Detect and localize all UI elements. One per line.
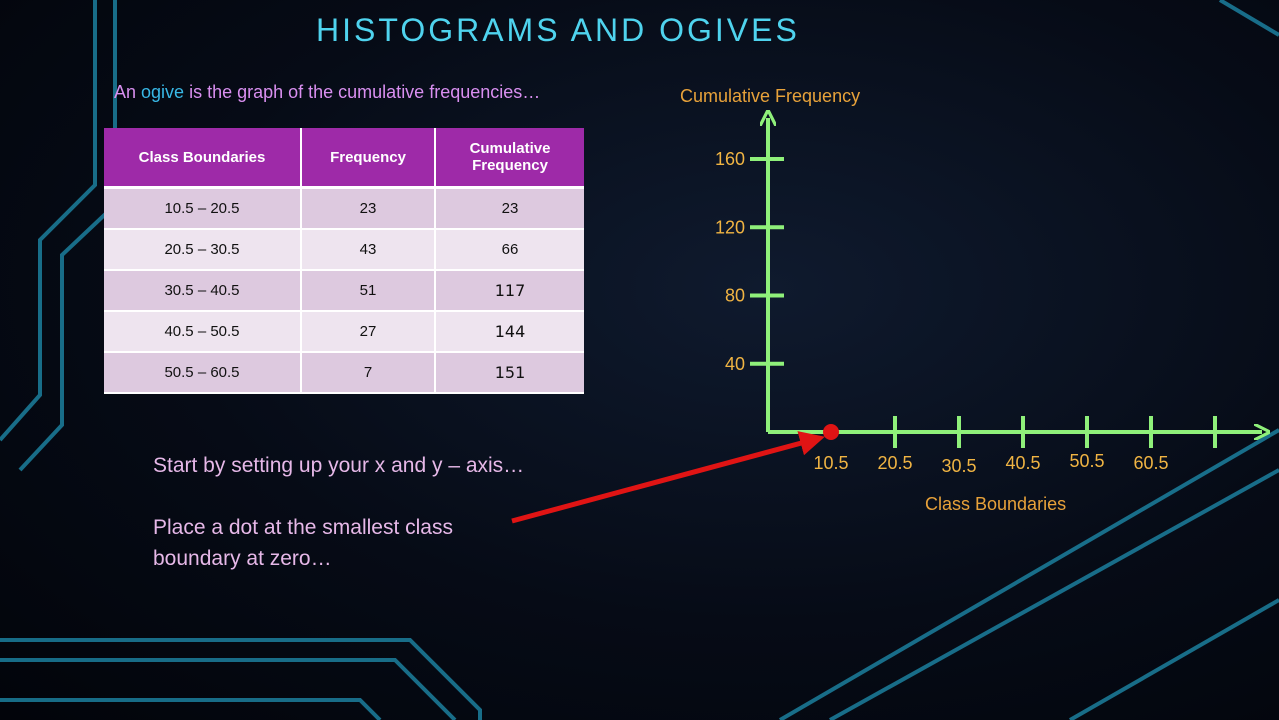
table-cell: 23 (301, 187, 436, 230)
table-row: 20.5 – 30.5 43 66 (104, 229, 584, 271)
table-cell: 151 (435, 352, 584, 394)
table-cell: 20.5 – 30.5 (104, 229, 302, 271)
table-cell: 144 (435, 311, 584, 353)
y-tick-label: 80 (725, 286, 745, 306)
table-header-cumulative-frequency: Cumulative Frequency (435, 128, 584, 189)
x-tick-label: 20.5 (877, 453, 912, 473)
instruction-place-dot-line2: boundary at zero… (153, 547, 332, 570)
table-cell: 43 (301, 229, 436, 271)
x-tick-label: 10.5 (813, 453, 848, 473)
x-axis-title: Class Boundaries (925, 494, 1066, 514)
subtitle-post: is the graph of the cumulative frequenci… (184, 82, 541, 102)
table-header-class-boundaries: Class Boundaries (104, 128, 302, 189)
subtitle-highlight: ogive (141, 82, 185, 102)
table-cell: 30.5 – 40.5 (104, 270, 302, 312)
x-tick-label: 60.5 (1133, 453, 1168, 473)
subtitle-pre: An (114, 82, 142, 102)
x-tick-label: 30.5 (941, 456, 976, 476)
y-axis-title: Cumulative Frequency (680, 86, 860, 106)
pointer-arrow (511, 431, 825, 524)
instruction-place-dot-line1: Place a dot at the smallest class (153, 516, 453, 539)
table-cell: 66 (435, 229, 584, 271)
table-cell: 50.5 – 60.5 (104, 352, 302, 394)
table-header-frequency: Frequency (301, 128, 436, 189)
instruction-axis-setup: Start by setting up your x and y – axis… (153, 454, 525, 477)
cumulative-frequency-table: Class Boundaries Frequency Cumulative Fr… (104, 128, 584, 394)
slide-subtitle: An ogive is the graph of the cumulative … (114, 82, 540, 103)
table-cell: 51 (301, 270, 436, 312)
slide-title: HISTOGRAMS AND OGIVES (316, 12, 800, 48)
table-header-row: Class Boundaries Frequency Cumulative Fr… (104, 128, 584, 189)
ogive-point (823, 424, 839, 440)
table-row: 40.5 – 50.5 27 144 (104, 311, 584, 353)
table-cell: 10.5 – 20.5 (104, 187, 302, 230)
y-tick-label: 160 (715, 149, 745, 169)
x-tick-label: 40.5 (1005, 453, 1040, 473)
table-row: 10.5 – 20.5 23 23 (104, 187, 584, 230)
y-tick-label: 120 (715, 217, 745, 237)
table-cell: 40.5 – 50.5 (104, 311, 302, 353)
table-row: 50.5 – 60.5 7 151 (104, 352, 584, 394)
table-cell: 117 (435, 270, 584, 312)
table-cell: 23 (435, 187, 584, 230)
x-tick-label: 50.5 (1069, 451, 1104, 471)
table-cell: 27 (301, 311, 436, 353)
y-tick-label: 40 (725, 354, 745, 374)
table-row: 30.5 – 40.5 51 117 (104, 270, 584, 312)
table-cell: 7 (301, 352, 436, 394)
